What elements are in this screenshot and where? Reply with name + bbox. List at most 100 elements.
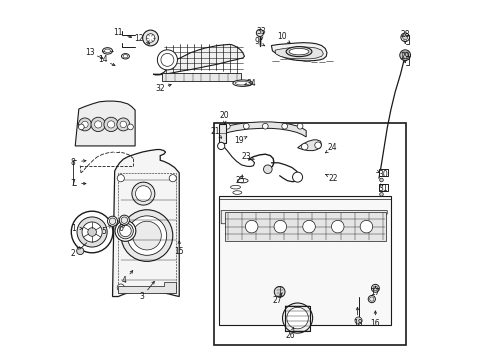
Polygon shape [153, 44, 244, 75]
Ellipse shape [371, 284, 379, 292]
Text: 8: 8 [71, 158, 75, 167]
Circle shape [281, 123, 287, 129]
Circle shape [256, 30, 263, 37]
Text: 26: 26 [285, 332, 295, 341]
Text: 30: 30 [378, 170, 388, 179]
Circle shape [379, 193, 383, 196]
Circle shape [161, 53, 174, 66]
Text: 20: 20 [220, 111, 229, 120]
Circle shape [169, 284, 176, 291]
Circle shape [117, 118, 129, 131]
Ellipse shape [117, 223, 133, 239]
Ellipse shape [285, 46, 311, 57]
Polygon shape [224, 212, 386, 241]
Circle shape [263, 165, 271, 174]
Circle shape [120, 121, 126, 128]
Ellipse shape [372, 286, 377, 291]
Ellipse shape [109, 218, 116, 225]
Circle shape [121, 210, 172, 261]
Ellipse shape [104, 49, 110, 53]
Circle shape [77, 217, 107, 247]
Ellipse shape [120, 225, 131, 237]
Ellipse shape [102, 48, 112, 54]
Circle shape [117, 175, 124, 182]
Text: 15: 15 [174, 247, 183, 256]
Circle shape [127, 216, 166, 255]
Text: 23: 23 [241, 152, 251, 161]
Circle shape [88, 228, 96, 236]
Circle shape [135, 186, 151, 202]
Text: 34: 34 [245, 79, 255, 88]
Circle shape [81, 121, 88, 128]
Text: 12: 12 [134, 34, 143, 43]
Text: 22: 22 [328, 174, 338, 183]
Circle shape [274, 287, 285, 297]
Ellipse shape [115, 221, 136, 241]
Polygon shape [271, 42, 326, 61]
Circle shape [243, 123, 249, 129]
Circle shape [282, 303, 312, 333]
Text: 13: 13 [84, 48, 94, 57]
Ellipse shape [107, 216, 117, 226]
Circle shape [402, 52, 407, 58]
Ellipse shape [230, 185, 240, 189]
Circle shape [157, 50, 177, 70]
Text: 17: 17 [370, 288, 380, 297]
Circle shape [217, 142, 224, 149]
Text: 33: 33 [256, 27, 266, 36]
Text: 11: 11 [113, 28, 123, 37]
Bar [218, 124, 225, 143]
Circle shape [262, 123, 267, 129]
Polygon shape [112, 149, 179, 297]
Ellipse shape [232, 191, 241, 194]
Circle shape [224, 123, 230, 129]
Polygon shape [221, 211, 386, 224]
Text: 18: 18 [352, 319, 362, 328]
Circle shape [132, 182, 155, 205]
Circle shape [314, 142, 321, 148]
Circle shape [400, 33, 408, 41]
Ellipse shape [331, 220, 344, 233]
Polygon shape [218, 196, 390, 325]
Circle shape [132, 221, 161, 250]
Circle shape [82, 222, 102, 242]
Circle shape [297, 123, 303, 129]
Circle shape [292, 172, 302, 182]
Text: 1: 1 [71, 224, 75, 233]
Ellipse shape [302, 220, 315, 233]
Ellipse shape [274, 220, 286, 233]
Ellipse shape [245, 220, 258, 233]
Text: 24: 24 [327, 143, 337, 152]
Polygon shape [162, 73, 241, 81]
Ellipse shape [367, 296, 375, 303]
Circle shape [146, 34, 155, 42]
Bar [214, 123, 405, 345]
Polygon shape [118, 282, 176, 293]
Text: 4: 4 [122, 276, 126, 285]
Circle shape [104, 117, 118, 132]
Text: 32: 32 [155, 84, 165, 93]
Circle shape [379, 178, 383, 182]
Circle shape [301, 143, 307, 150]
Ellipse shape [121, 54, 129, 59]
Circle shape [399, 50, 410, 60]
Ellipse shape [121, 217, 127, 224]
Text: 9: 9 [254, 37, 259, 46]
Text: 2: 2 [71, 249, 75, 258]
Ellipse shape [119, 215, 129, 225]
Text: 16: 16 [370, 319, 380, 328]
Circle shape [77, 247, 83, 255]
Text: 10: 10 [277, 32, 286, 41]
Circle shape [127, 124, 133, 130]
Text: 7: 7 [70, 179, 75, 188]
Ellipse shape [235, 81, 250, 85]
Text: 6: 6 [118, 224, 123, 233]
Bar [378, 168, 387, 176]
Text: 27: 27 [272, 296, 282, 305]
Circle shape [169, 175, 176, 182]
Text: 5: 5 [102, 228, 106, 237]
Text: 19: 19 [234, 136, 244, 145]
Text: 25: 25 [235, 176, 244, 185]
Circle shape [78, 118, 91, 131]
Circle shape [107, 121, 115, 128]
